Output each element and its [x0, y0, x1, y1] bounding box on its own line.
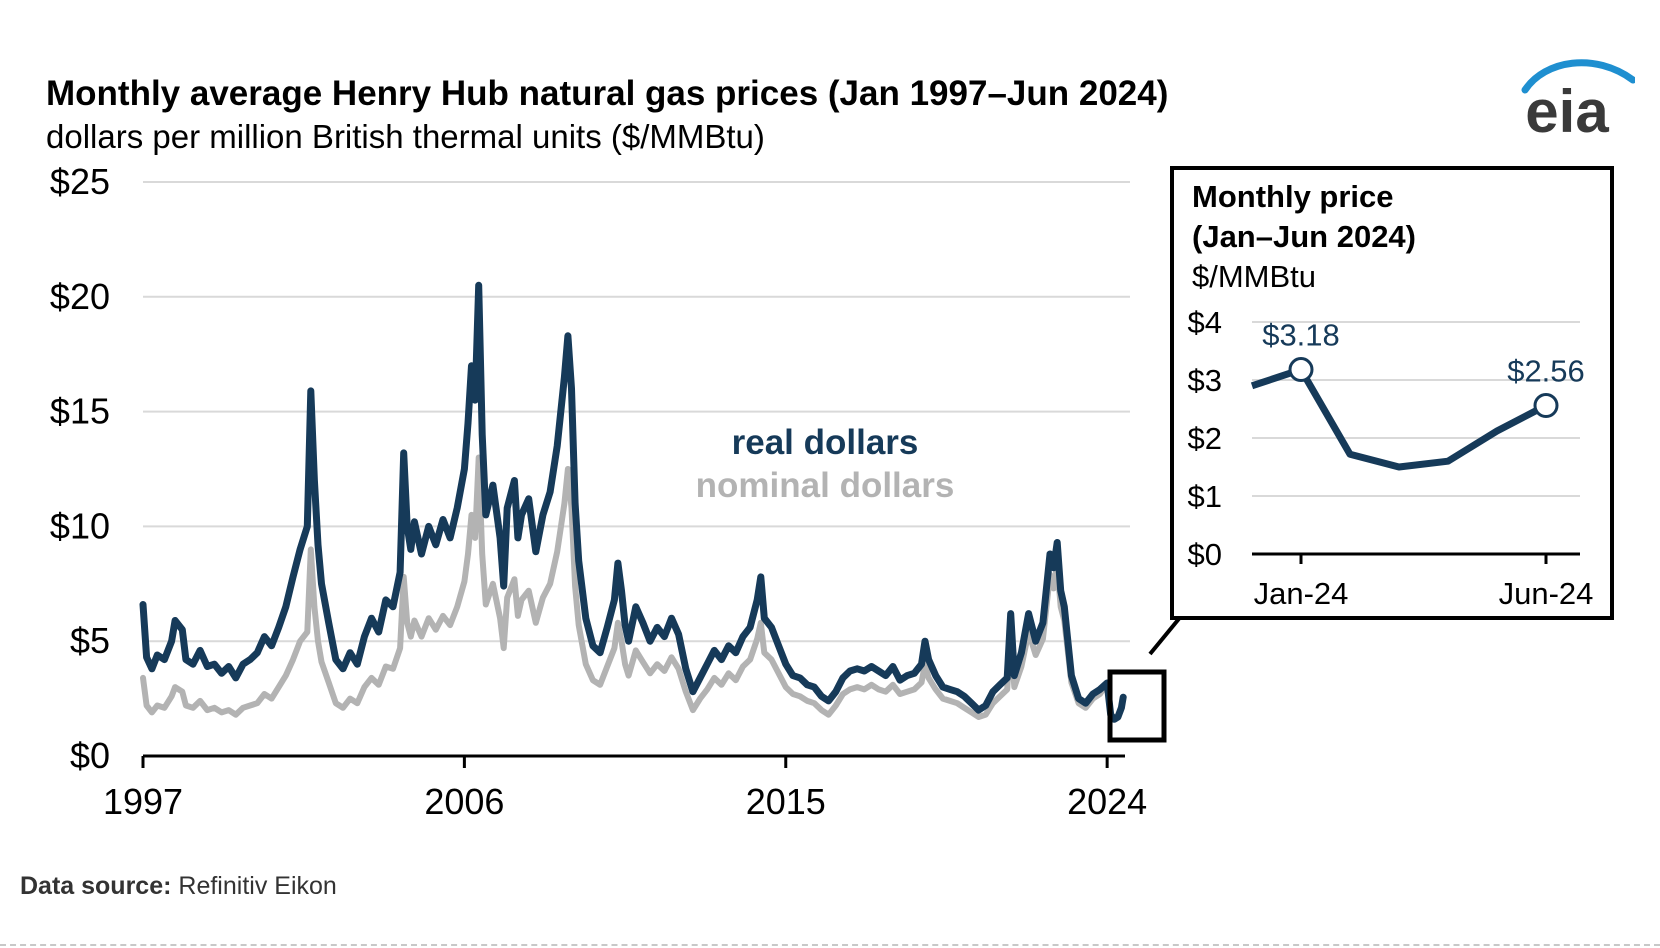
series-line-real-dollars — [139, 281, 1127, 723]
chart-title: Monthly average Henry Hub natural gas pr… — [46, 74, 1169, 113]
data-source: Data source: Refinitiv Eikon — [20, 872, 337, 901]
main-y-tick-label: $20 — [50, 276, 110, 317]
inset-x-tick-label: Jan-24 — [1254, 576, 1349, 611]
inset-frame — [1170, 166, 1614, 620]
inset-title: Monthly price — [1192, 179, 1394, 214]
inset-x-tick-label: Jun-24 — [1499, 576, 1594, 611]
main-y-tick-label: $5 — [70, 620, 110, 661]
main-y-tick-labels: $0 $5 $10 $15 $20 $25 — [50, 161, 110, 776]
data-source-label: Data source: — [20, 872, 172, 900]
main-y-tick-label: $15 — [50, 391, 110, 432]
bottom-divider — [0, 944, 1660, 946]
inset-y-tick-label: $4 — [1188, 305, 1222, 340]
inset-y-tick-label: $3 — [1188, 363, 1222, 398]
inset-data-label: $3.18 — [1262, 318, 1340, 353]
inset-x-axis: Jan-24 Jun-24 — [1252, 552, 1594, 611]
data-source-value: Refinitiv Eikon — [178, 872, 337, 900]
main-y-tick-label: $0 — [70, 735, 110, 776]
main-x-axis: 1997 2006 2015 2024 — [103, 754, 1147, 822]
series-line-nominal-dollars — [140, 454, 1127, 723]
highlight-box — [1107, 669, 1167, 743]
main-y-tick-label: $10 — [50, 505, 110, 546]
inset-y-tick-label: $2 — [1188, 421, 1222, 456]
inset-point-marker — [1533, 393, 1559, 419]
main-x-tick-label: 2015 — [746, 781, 826, 822]
main-x-tick-label: 1997 — [103, 781, 183, 822]
inset-y-label: $/MMBtu — [1192, 259, 1316, 294]
inset-y-tick-label: $1 — [1188, 479, 1222, 514]
inset-y-tick-labels: $0 $1 $2 $3 $4 — [1188, 305, 1222, 572]
inset-title-range: (Jan–Jun 2024) — [1192, 219, 1416, 254]
legend-nominal-dollars: nominal dollars — [696, 466, 955, 505]
chart-subtitle: dollars per million British thermal unit… — [46, 118, 765, 155]
eia-logo-icon: eia — [1521, 59, 1635, 145]
eia-logo-arc-icon — [1521, 59, 1635, 94]
eia-logo-text: eia — [1525, 78, 1609, 145]
legend-real-dollars: real dollars — [732, 423, 919, 462]
main-y-tick-label: $25 — [50, 161, 110, 202]
main-series-lines — [139, 281, 1127, 723]
inset-point-marker — [1288, 357, 1314, 383]
inset-data-label: $2.56 — [1507, 354, 1585, 389]
main-x-tick-label: 2006 — [424, 781, 504, 822]
inset-y-tick-label: $0 — [1188, 537, 1222, 572]
inset-annotations: $3.18 $2.56 — [1262, 318, 1585, 419]
main-x-tick-label: 2024 — [1067, 781, 1147, 822]
